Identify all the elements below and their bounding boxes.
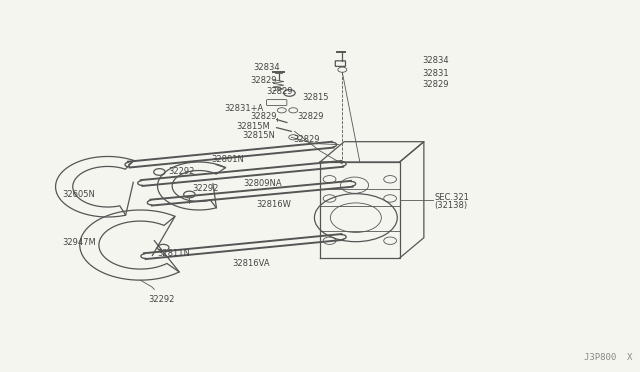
Text: 32801N: 32801N: [212, 155, 244, 164]
Text: 32834: 32834: [253, 63, 280, 72]
Text: 32292: 32292: [148, 295, 174, 304]
Text: 32809NA: 32809NA: [244, 179, 282, 187]
Text: 32605N: 32605N: [62, 190, 95, 199]
Text: 32947M: 32947M: [62, 238, 95, 247]
Text: J3P800  X: J3P800 X: [584, 353, 632, 362]
Text: 32815: 32815: [302, 93, 329, 102]
Text: 32829: 32829: [250, 76, 276, 84]
Text: 32816W: 32816W: [256, 200, 291, 209]
Text: 32815M: 32815M: [236, 122, 269, 131]
Text: 32829: 32829: [293, 135, 320, 144]
Text: 32831: 32831: [422, 69, 449, 78]
Text: (32138): (32138): [435, 201, 468, 210]
Text: 32815N: 32815N: [243, 131, 275, 140]
Text: 32816VA: 32816VA: [232, 259, 269, 268]
Text: 32829: 32829: [422, 80, 449, 89]
Text: 32834: 32834: [422, 56, 449, 65]
Text: SEC.321: SEC.321: [435, 193, 470, 202]
Text: 32831+A: 32831+A: [225, 104, 264, 113]
Text: 32292: 32292: [168, 167, 195, 176]
Text: 32829: 32829: [266, 87, 292, 96]
Text: 32829: 32829: [250, 112, 276, 121]
Text: 32811N: 32811N: [157, 249, 190, 258]
Text: 32292: 32292: [193, 185, 219, 193]
Text: 32829: 32829: [298, 112, 324, 121]
